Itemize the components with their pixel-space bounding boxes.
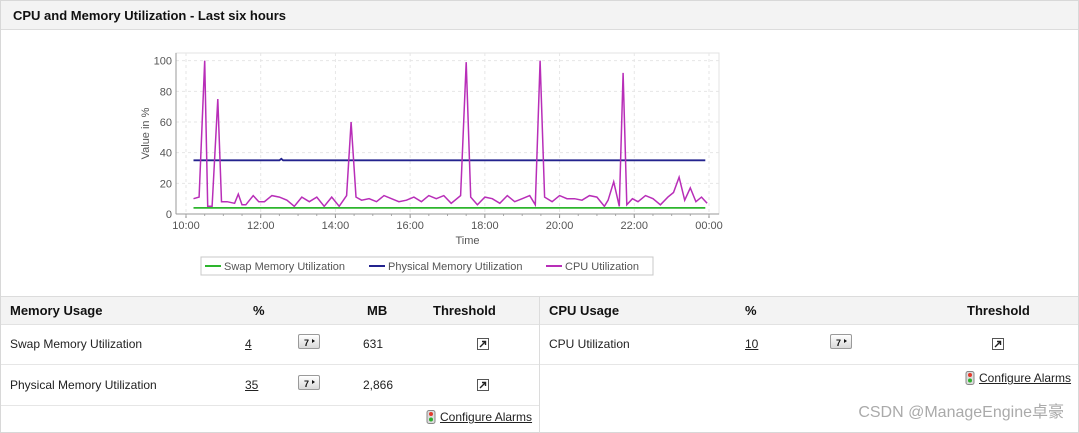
series-line-2 [193, 157, 706, 162]
x-tick-label: 20:00 [546, 220, 574, 232]
cpu-configure-alarms[interactable]: Configure Alarms [965, 371, 1071, 385]
y-tick-label: 80 [160, 86, 172, 98]
physical-memory-pct-link[interactable]: 35 [245, 378, 259, 392]
svg-text:7: 7 [304, 338, 309, 347]
cpu-pct-heading: % [745, 303, 757, 318]
swap-memory-pct-link[interactable]: 4 [245, 337, 252, 351]
physical-memory-mb: 2,866 [363, 378, 394, 392]
svg-text:7: 7 [304, 379, 309, 388]
x-tick-label: 10:00 [172, 220, 200, 232]
configure-alarms-link[interactable]: Configure Alarms [979, 371, 1072, 385]
y-tick-label: 60 [160, 117, 172, 129]
table-row: CPU Utilization 10 7 [540, 324, 1078, 365]
physical-memory-7day-button[interactable]: 7 [298, 375, 320, 390]
usage-tables: Memory Usage % MB Threshold Swap Memory … [1, 296, 1078, 433]
series-line-3 [193, 60, 708, 208]
configure-alarms-link[interactable]: Configure Alarms [440, 410, 533, 424]
panel-title: CPU and Memory Utilization - Last six ho… [13, 8, 287, 23]
x-axis-title: Time [455, 235, 479, 247]
y-axis-title: Value in % [140, 107, 152, 159]
svg-text:7: 7 [836, 338, 841, 347]
cpu-utilization-pct-link[interactable]: 10 [745, 337, 759, 351]
cpu-usage-heading: CPU Usage [549, 303, 620, 318]
memory-usage-table: Memory Usage % MB Threshold Swap Memory … [1, 297, 540, 433]
seven-day-icon: 7 [304, 338, 315, 347]
seven-day-icon: 7 [836, 338, 847, 347]
y-tick-label: 40 [160, 148, 172, 160]
traffic-light-icon [426, 410, 436, 424]
cpu-table-header: CPU Usage % Threshold [540, 297, 1078, 325]
swap-memory-mb: 631 [363, 337, 384, 351]
legend-box [200, 256, 654, 276]
panel-header: CPU and Memory Utilization - Last six ho… [1, 1, 1078, 30]
x-tick-label: 12:00 [247, 220, 275, 232]
plot-frame [175, 52, 720, 215]
legend-label: Swap Memory Utilization [224, 261, 345, 273]
swap-memory-label: Swap Memory Utilization [10, 337, 143, 351]
y-tick-label: 20 [160, 178, 172, 190]
cpu-usage-table: CPU Usage % Threshold CPU Utilization 10… [540, 297, 1078, 433]
cpu-7day-button[interactable]: 7 [830, 334, 852, 349]
table-row: Physical Memory Utilization 35 7 2,866 [1, 365, 539, 406]
x-tick-label: 16:00 [396, 220, 424, 232]
x-tick-label: 14:00 [322, 220, 350, 232]
cpu-threshold-link-icon[interactable] [992, 337, 1004, 350]
x-tick-label: 18:00 [471, 220, 499, 232]
memory-usage-heading: Memory Usage [10, 303, 103, 318]
y-tick-label: 0 [166, 209, 172, 221]
cpu-threshold-heading: Threshold [967, 303, 1030, 318]
memory-mb-heading: MB [367, 303, 388, 318]
memory-configure-alarms[interactable]: Configure Alarms [426, 410, 532, 424]
legend-label: Physical Memory Utilization [388, 261, 522, 273]
cpu-utilization-label: CPU Utilization [549, 337, 630, 351]
swap-threshold-link-icon[interactable] [477, 337, 489, 350]
seven-day-icon: 7 [304, 379, 315, 388]
physical-memory-label: Physical Memory Utilization [10, 378, 157, 392]
table-row: Swap Memory Utilization 4 7 631 [1, 324, 539, 365]
swap-memory-7day-button[interactable]: 7 [298, 334, 320, 349]
physical-threshold-link-icon[interactable] [477, 378, 489, 391]
memory-threshold-heading: Threshold [433, 303, 496, 318]
traffic-light-icon [965, 371, 975, 385]
legend-label: CPU Utilization [565, 261, 639, 273]
utilization-chart: 0 20 40 60 80 100 10:00 12:00 14:00 16:00 18:00 20:… [140, 52, 723, 276]
chart-area: 0 20 40 60 80 100 10:00 12:00 14:00 16:00 18:00 20:… [1, 30, 1078, 296]
x-tick-label: 22:00 [621, 220, 649, 232]
x-tick-label: 00:00 [695, 220, 723, 232]
memory-table-header: Memory Usage % MB Threshold [1, 297, 539, 325]
memory-pct-heading: % [253, 303, 265, 318]
watermark: CSDN @ManageEngine卓豪 [858, 404, 1064, 421]
y-tick-label: 100 [154, 56, 172, 68]
